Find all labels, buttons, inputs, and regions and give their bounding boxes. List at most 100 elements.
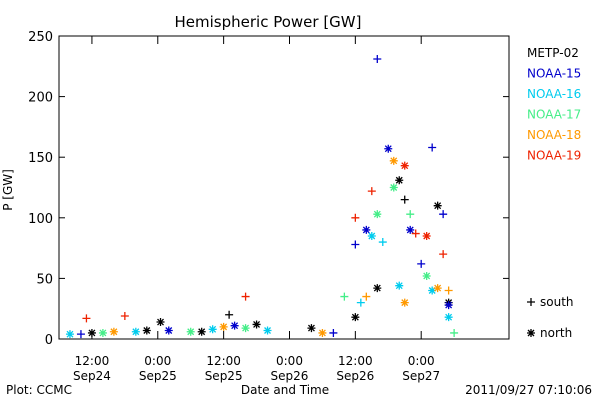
- data-point-south: [76, 330, 85, 339]
- data-point-north: [444, 301, 453, 310]
- data-point-north: [186, 327, 195, 336]
- marker-legend-symbol: [527, 329, 535, 337]
- data-point-north: [307, 324, 316, 333]
- legend-entry: NOAA-16: [527, 87, 581, 101]
- data-point-north: [98, 328, 107, 337]
- data-point-north: [400, 298, 409, 307]
- legend: METP-02 NOAA-15 NOAA-16 NOAA-17 NOAA-18 NOAA-…: [527, 46, 581, 163]
- marker-legend-symbol: [527, 298, 535, 306]
- x-tick-date: Sep24: [73, 369, 111, 383]
- y-tick-label: 250: [28, 30, 53, 45]
- x-tick-date: Sep27: [402, 369, 440, 383]
- data-point-south: [400, 195, 409, 204]
- data-point-north: [428, 286, 437, 295]
- data-point-north: [433, 284, 442, 293]
- data-point-north: [400, 161, 409, 170]
- data-point-north: [131, 327, 140, 336]
- x-axis-label: Date and Time: [241, 383, 329, 397]
- x-tick-time: 12:00: [206, 354, 241, 368]
- marker-legend-label: south: [540, 295, 574, 309]
- x-tick-date: Sep25: [139, 369, 177, 383]
- data-point-north: [422, 271, 431, 280]
- marker-legend: south north: [540, 295, 574, 340]
- x-tick-date: Sep26: [271, 369, 309, 383]
- data-point-north: [389, 156, 398, 165]
- data-point-north: [373, 210, 382, 219]
- data-point-south: [439, 210, 448, 219]
- data-point-south: [351, 240, 360, 249]
- data-point-north: [109, 327, 118, 336]
- y-axis-label: P [GW]: [1, 169, 15, 211]
- data-point-south: [120, 311, 129, 320]
- data-point-north: [252, 320, 261, 329]
- data-point-south: [450, 328, 459, 337]
- y-tick-label: 150: [28, 151, 53, 166]
- x-tick-date: Sep26: [336, 369, 374, 383]
- data-point-north: [395, 281, 404, 290]
- data-point-south: [356, 298, 365, 307]
- data-point-south: [241, 292, 250, 301]
- plot-frame: [58, 35, 510, 340]
- data-point-south: [444, 286, 453, 295]
- footer-right: 2011/09/27 07:10:06: [465, 383, 592, 397]
- data-point-north: [367, 231, 376, 240]
- data-point-north: [389, 183, 398, 192]
- data-point-north: [444, 313, 453, 322]
- data-point-south: [428, 143, 437, 152]
- y-axis-ticks: 0 50 100 150 200 250: [28, 30, 509, 348]
- legend-entry: NOAA-19: [527, 149, 581, 163]
- data-point-north: [395, 176, 404, 185]
- data-point-north: [373, 284, 382, 293]
- marker-legend-label: north: [540, 326, 572, 340]
- data-point-south: [373, 55, 382, 64]
- data-point-south: [225, 310, 234, 319]
- data-point-north: [384, 144, 393, 153]
- data-point-north: [422, 231, 431, 240]
- data-point-south: [411, 229, 420, 238]
- data-point-north: [164, 326, 173, 335]
- x-tick-time: 0:00: [408, 354, 435, 368]
- data-point-north: [156, 318, 165, 327]
- data-point-south: [378, 238, 387, 247]
- data-point-south: [351, 213, 360, 222]
- data-point-south: [417, 259, 426, 268]
- data-point-south: [439, 250, 448, 259]
- data-point-south: [329, 328, 338, 337]
- data-point-north: [230, 321, 239, 330]
- legend-entry: NOAA-18: [527, 128, 581, 142]
- x-axis-ticks: 12:00Sep240:00Sep2512:00Sep250:00Sep2612…: [73, 36, 440, 383]
- x-tick-time: 0:00: [144, 354, 171, 368]
- x-tick-time: 12:00: [338, 354, 373, 368]
- x-tick-date: Sep25: [205, 369, 243, 383]
- data-point-north: [87, 328, 96, 337]
- data-point-south: [340, 292, 349, 301]
- chart-title: Hemispheric Power [GW]: [175, 13, 362, 31]
- data-point-north: [208, 325, 217, 334]
- y-tick-label: 100: [28, 212, 53, 227]
- data-point-north: [65, 330, 74, 339]
- data-point-south: [82, 314, 91, 323]
- data-point-south: [406, 210, 415, 219]
- data-point-north: [241, 324, 250, 333]
- data-point-north: [433, 201, 442, 210]
- y-tick-label: 0: [45, 333, 53, 348]
- legend-entry: NOAA-17: [527, 108, 581, 122]
- y-tick-label: 200: [28, 91, 53, 106]
- data-point-north: [142, 326, 151, 335]
- data-point-north: [318, 328, 327, 337]
- x-tick-time: 12:00: [75, 354, 110, 368]
- data-point-north: [406, 225, 415, 234]
- legend-entry: NOAA-15: [527, 67, 581, 81]
- y-tick-label: 50: [36, 272, 53, 287]
- legend-entry: METP-02: [527, 46, 579, 60]
- data-point-south: [367, 187, 376, 196]
- x-tick-time: 0:00: [276, 354, 303, 368]
- data-point-north: [351, 313, 360, 322]
- footer-left: Plot: CCMC: [6, 383, 72, 397]
- data-point-north: [219, 322, 228, 331]
- data-point-north: [197, 327, 206, 336]
- data-point-north: [263, 326, 272, 335]
- data-point-north: [362, 225, 371, 234]
- data-point-south: [362, 292, 371, 301]
